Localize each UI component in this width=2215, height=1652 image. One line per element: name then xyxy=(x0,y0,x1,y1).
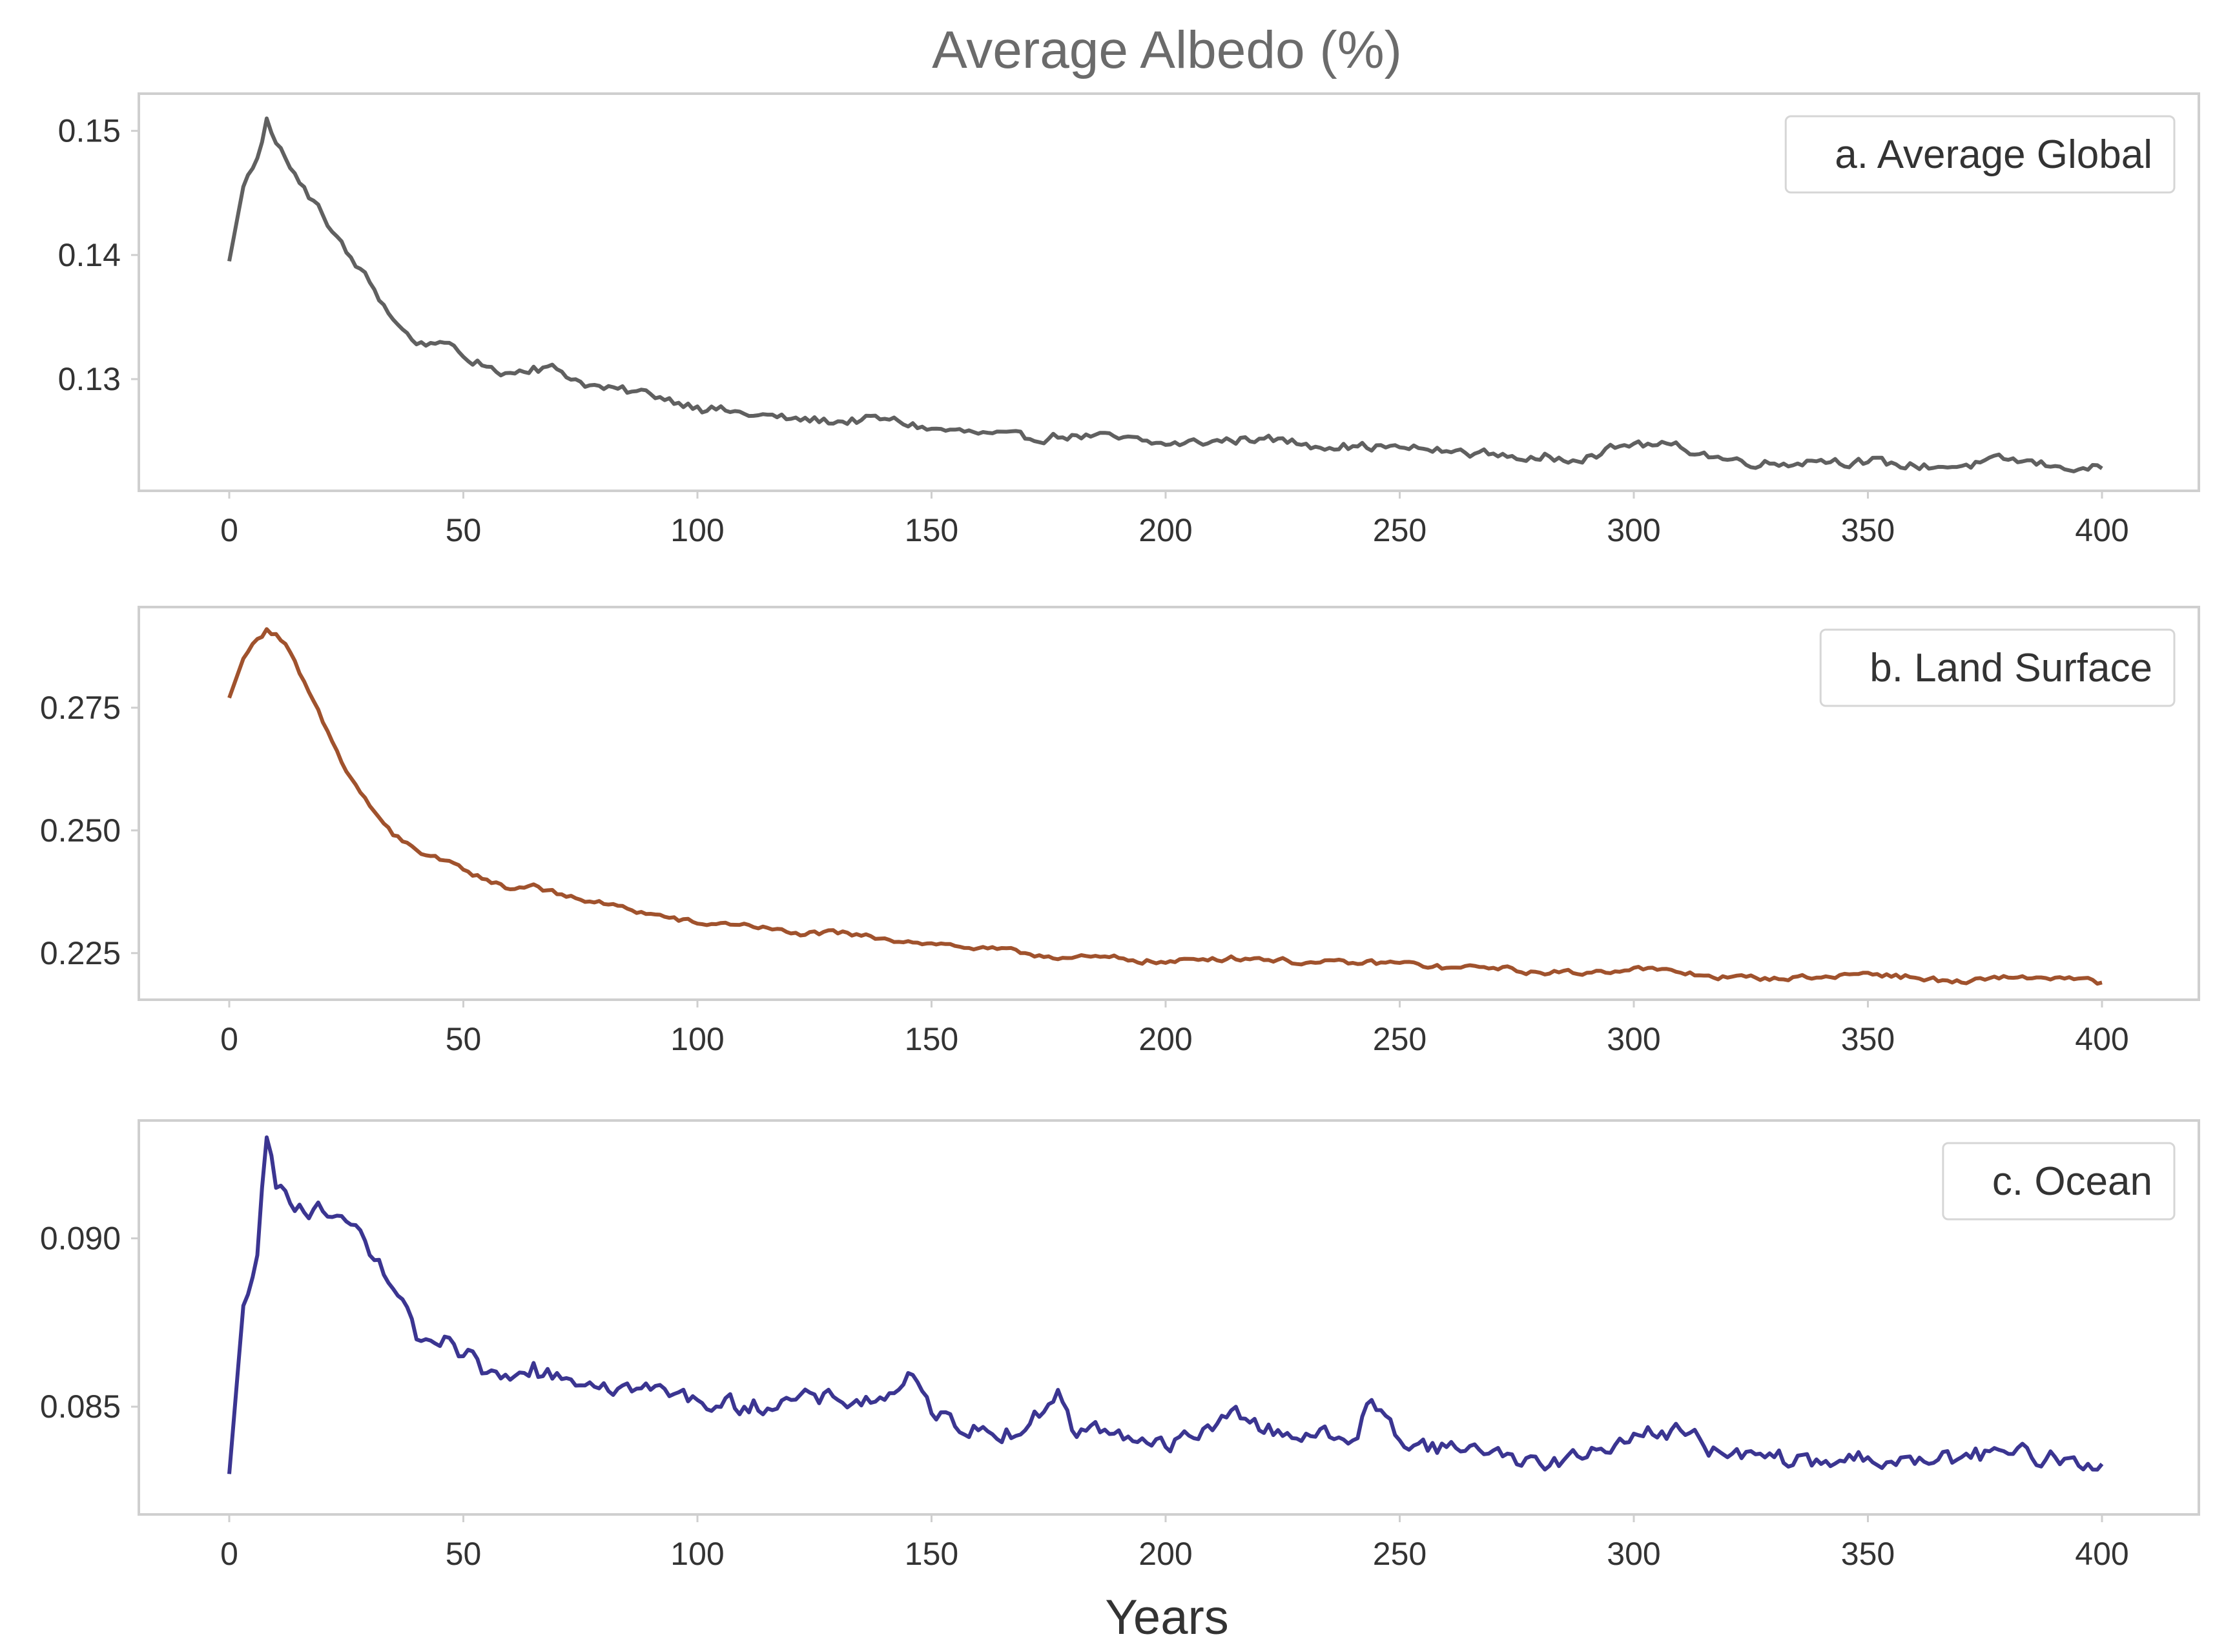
x-tick-label: 300 xyxy=(1607,1021,1660,1057)
panel-1: 0.13 0.14 0.15 0 50 100 150 200 250 300 350 400 a. A… xyxy=(58,92,2200,548)
x-tick-label: 400 xyxy=(2075,1536,2128,1572)
x-tick-label: 0 xyxy=(220,512,238,548)
x-tick-label: 0 xyxy=(220,1536,238,1572)
x-tick-label: 50 xyxy=(446,1021,482,1057)
x-tick-label: 400 xyxy=(2075,512,2128,548)
legend: c. Ocean xyxy=(1942,1142,2176,1221)
x-tick-label: 400 xyxy=(2075,1021,2128,1057)
y-tick-label: 0.275 xyxy=(40,690,121,726)
x-tick-label: 200 xyxy=(1138,512,1192,548)
x-tick-label: 50 xyxy=(446,1536,482,1572)
series-line xyxy=(227,1135,2104,1474)
x-tick-label: 100 xyxy=(670,512,724,548)
chart-title: Average Albedo (%) xyxy=(932,21,1402,79)
panel-frame xyxy=(138,606,2200,1001)
x-tick-label: 350 xyxy=(1841,512,1895,548)
x-tick-label: 100 xyxy=(670,1536,724,1572)
legend-box xyxy=(1942,1142,2176,1221)
panel-frame xyxy=(138,1119,2200,1516)
x-tick-label: 200 xyxy=(1138,1536,1192,1572)
y-tick-label: 0.085 xyxy=(40,1389,121,1425)
x-tick-label: 0 xyxy=(220,1021,238,1057)
x-tick-label: 250 xyxy=(1373,1536,1427,1572)
panel-2: 0.225 0.250 0.275 0 50 100 150 200 250 300 350 400 b… xyxy=(40,606,2200,1057)
legend-label: a. Average Global xyxy=(1835,132,2152,177)
y-tick-label: 0.225 xyxy=(40,935,121,971)
y-tick-label: 0.15 xyxy=(58,113,121,149)
legend: b. Land Surface xyxy=(1819,628,2176,707)
panel-3: 0.085 0.090 0 50 100 150 200 250 300 350 400 c. Oce… xyxy=(40,1119,2200,1572)
x-axis-label: Years xyxy=(1105,1590,1229,1645)
x-tick-label: 50 xyxy=(446,512,482,548)
legend-box xyxy=(1819,628,2176,707)
panel-frame xyxy=(138,92,2200,492)
x-tick-label: 350 xyxy=(1841,1536,1895,1572)
x-tick-label: 150 xyxy=(905,1536,958,1572)
legend: a. Average Global xyxy=(1784,115,2176,194)
series-line xyxy=(227,116,2103,473)
x-tick-label: 250 xyxy=(1373,1021,1427,1057)
y-tick-label: 0.250 xyxy=(40,812,121,849)
x-tick-label: 100 xyxy=(670,1021,724,1057)
x-tick-label: 150 xyxy=(905,1021,958,1057)
series-line xyxy=(227,627,2103,986)
y-tick-label: 0.13 xyxy=(58,361,121,397)
y-tick-label: 0.090 xyxy=(40,1220,121,1256)
panels-group: 0.13 0.14 0.15 0 50 100 150 200 250 300 350 400 a. A… xyxy=(40,92,2200,1572)
x-tick-label: 300 xyxy=(1607,512,1660,548)
x-tick-label: 300 xyxy=(1607,1536,1660,1572)
y-tick-label: 0.14 xyxy=(58,237,121,273)
x-tick-label: 350 xyxy=(1841,1021,1895,1057)
x-tick-label: 150 xyxy=(905,512,958,548)
legend-label: b. Land Surface xyxy=(1870,646,2152,690)
legend-label: c. Ocean xyxy=(1992,1159,2152,1204)
x-tick-label: 200 xyxy=(1138,1021,1192,1057)
legend-box xyxy=(1784,115,2176,194)
x-tick-label: 250 xyxy=(1373,512,1427,548)
